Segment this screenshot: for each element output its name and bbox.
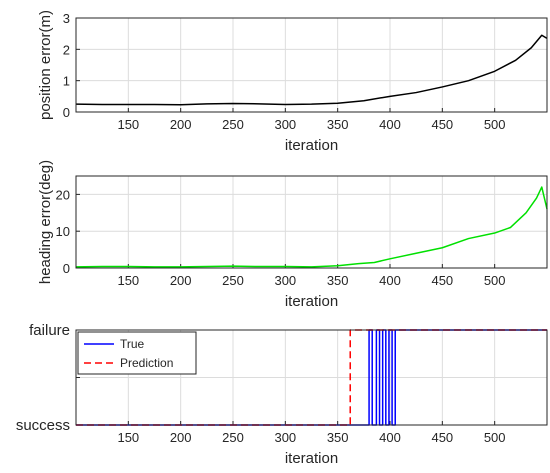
position-xtick-label: 300	[274, 117, 296, 132]
position-xtick-label: 350	[327, 117, 349, 132]
position-xtick-label: 250	[222, 117, 244, 132]
heading-xtick-label: 500	[484, 273, 506, 288]
heading-ytick-label: 0	[63, 261, 70, 276]
heading-xtick-label: 250	[222, 273, 244, 288]
prediction-xtick-label: 150	[117, 430, 139, 445]
position-xtick-label: 500	[484, 117, 506, 132]
position-xtick-label: 200	[170, 117, 192, 132]
prediction-true-line	[76, 329, 547, 426]
prediction-xtick-label: 500	[484, 430, 506, 445]
prediction-xtick-label: 200	[170, 430, 192, 445]
prediction-xtick-label: 300	[274, 430, 296, 445]
heading-xtick-label: 450	[431, 273, 453, 288]
heading-xtick-label: 150	[117, 273, 139, 288]
position-xtick-label: 450	[431, 117, 453, 132]
position-series-0-line	[75, 34, 548, 106]
heading-xlabel: iteration	[285, 293, 338, 310]
prediction-legend: True Prediction	[77, 331, 197, 375]
position-ytick-label: 0	[63, 105, 70, 120]
prediction-xtick-label: 350	[327, 430, 349, 445]
prediction-legend-box	[77, 331, 197, 375]
prediction-legend-prediction-label: Prediction	[120, 356, 173, 370]
position-ytick-label: 2	[63, 42, 70, 57]
position-ylabel: position error(m)	[37, 10, 54, 120]
prediction-panel: 150 200 250 300 350 400 450 500 success failure it…	[16, 322, 548, 467]
prediction-ytick-label: failure	[29, 322, 70, 339]
heading-xtick-label: 350	[327, 273, 349, 288]
heading-xtick-label: 200	[170, 273, 192, 288]
heading-error-panel: 150 200 250 300 350 400 450 500 0 10 20 iteration he…	[37, 160, 548, 310]
prediction-xlabel: iteration	[285, 450, 338, 467]
prediction-xtick-label: 400	[379, 430, 401, 445]
prediction-ytick-label: success	[16, 417, 70, 434]
prediction-xtick-label: 250	[222, 430, 244, 445]
position-ytick-label: 1	[63, 74, 70, 89]
heading-xtick-label: 400	[379, 273, 401, 288]
heading-series-0-line	[75, 186, 548, 268]
position-error-panel: 150 200 250 300 350 400 450 500 0 1 2 3 iteration pos…	[37, 10, 548, 154]
heading-plot-frame	[75, 175, 548, 269]
heading-xtick-label: 300	[274, 273, 296, 288]
heading-ylabel: heading error(deg)	[37, 160, 54, 284]
position-xtick-label: 400	[379, 117, 401, 132]
prediction-legend-true-label: True	[120, 337, 145, 351]
heading-ytick-label: 20	[56, 187, 70, 202]
position-ytick-label: 3	[63, 11, 70, 26]
heading-ytick-label: 10	[56, 224, 70, 239]
position-plot-frame	[75, 17, 548, 113]
position-xlabel: iteration	[285, 137, 338, 154]
position-xtick-label: 150	[117, 117, 139, 132]
prediction-plot-frame	[75, 329, 548, 426]
prediction-xtick-label: 450	[431, 430, 453, 445]
